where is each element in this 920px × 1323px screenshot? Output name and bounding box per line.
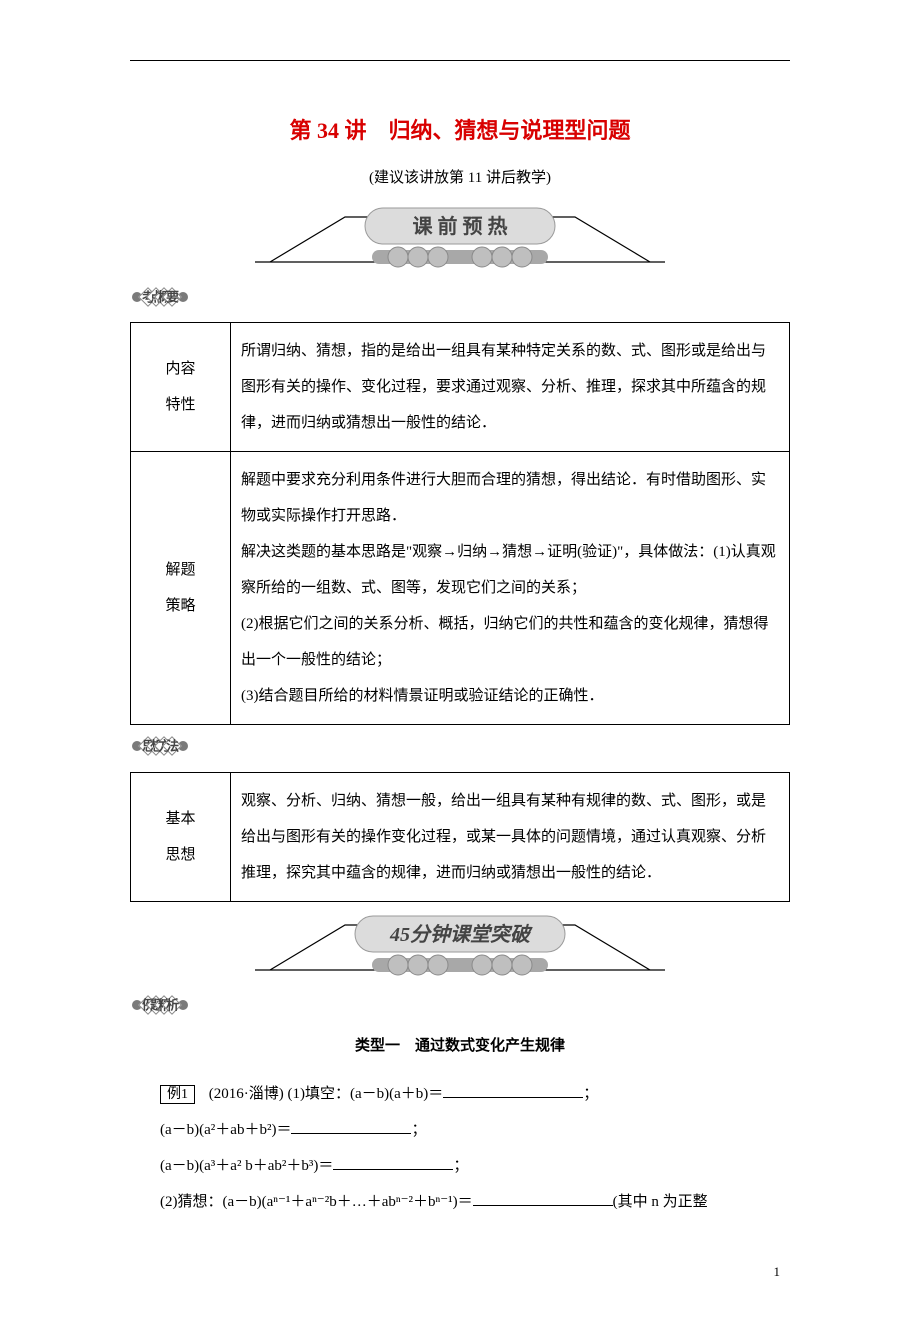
banner-prewarm: 课 前 预 热 (130, 202, 790, 274)
text: (a－b)(a²＋ab＋b²)＝ (160, 1122, 291, 1138)
svg-text:45分钟课堂突破: 45分钟课堂突破 (389, 923, 533, 946)
text: (a－b)(a³＋a² b＋ab²＋b³)＝ (160, 1158, 333, 1174)
example-line-3: (a－b)(a³＋a² b＋ab²＋b³)＝ ； (160, 1148, 760, 1184)
main-title: 第 34 讲 归纳、猜想与说理型问题 (130, 111, 790, 151)
example-line-1: 例1 (2016·淄博) (1)填空：(a－b)(a＋b)＝ ； (160, 1076, 760, 1112)
section-tag-kaodian: 考 点 概 要 (130, 284, 790, 313)
text: ； (411, 1122, 426, 1138)
text: (1)填空：(a－b)(a＋b)＝ (288, 1086, 444, 1102)
example-1: 例1 (2016·淄博) (1)填空：(a－b)(a＋b)＝ ； (a－b)(a²… (130, 1076, 790, 1220)
cell-label: 内容 特性 (131, 323, 231, 452)
top-rule (130, 60, 790, 61)
cell-label: 解题 策略 (131, 452, 231, 725)
example-label: 例1 (160, 1085, 195, 1104)
blank-field (291, 1119, 411, 1134)
cell-content: 观察、分析、归纳、猜想一般，给出一组具有某种有规律的数、式、图形，或是给出与图形… (231, 773, 790, 902)
subtitle: (建议该讲放第 11 讲后教学) (130, 165, 790, 192)
example-source: (2016·淄博) (209, 1086, 284, 1102)
example-line-2: (a－b)(a²＋ab＋b²)＝ ； (160, 1112, 760, 1148)
cell-content: 所谓归纳、猜想，指的是给出一组具有某种特定关系的数、式、图形或是给出与图形有关的… (231, 323, 790, 452)
blank-field (473, 1191, 613, 1206)
text: ； (453, 1158, 468, 1174)
banner-45min: 45分钟课堂突破 (130, 910, 790, 982)
banner-45min-svg: 45分钟课堂突破 (250, 910, 670, 982)
type-heading: 类型一 通过数式变化产生规律 (130, 1033, 790, 1060)
text: ； (583, 1086, 598, 1102)
page-number: 1 (130, 1260, 790, 1283)
cell-label: 基本 思想 (131, 773, 231, 902)
table-row: 内容 特性 所谓归纳、猜想，指的是给出一组具有某种特定关系的数、式、图形或是给出… (131, 323, 790, 452)
text: (其中 n 为正整 (613, 1194, 708, 1210)
cell-content: 解题中要求充分利用条件进行大胆而合理的猜想，得出结论．有时借助图形、实物或实际操… (231, 452, 790, 725)
table-row: 解题 策略 解题中要求充分利用条件进行大胆而合理的猜想，得出结论．有时借助图形、… (131, 452, 790, 725)
blank-field (443, 1083, 583, 1098)
table-sixiang: 基本 思想 观察、分析、归纳、猜想一般，给出一组具有某种有规律的数、式、图形，或… (130, 772, 790, 902)
example-line-4: (2)猜想：(a－b)(aⁿ⁻¹＋aⁿ⁻²b＋…＋abⁿ⁻²＋bⁿ⁻¹)＝ (其中… (160, 1184, 760, 1220)
svg-text:课 前 预 热: 课 前 预 热 (413, 214, 508, 238)
table-row: 基本 思想 观察、分析、归纳、猜想一般，给出一组具有某种有规律的数、式、图形，或… (131, 773, 790, 902)
banner-prewarm-svg: 课 前 预 热 (250, 202, 670, 274)
table-kaodian: 内容 特性 所谓归纳、猜想，指的是给出一组具有某种特定关系的数、式、图形或是给出… (130, 322, 790, 725)
section-tag-liti: 例 题 精 析 (130, 992, 790, 1021)
section-tag-sixiang: 思 想 方 法 (130, 733, 790, 762)
text: (2)猜想：(a－b)(aⁿ⁻¹＋aⁿ⁻²b＋…＋abⁿ⁻²＋bⁿ⁻¹)＝ (160, 1194, 473, 1210)
blank-field (333, 1155, 453, 1170)
